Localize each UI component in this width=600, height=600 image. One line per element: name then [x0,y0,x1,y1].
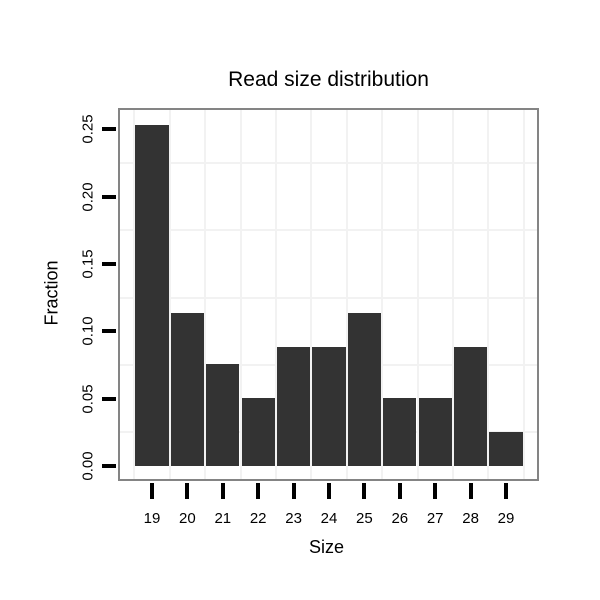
v-gridline [133,110,136,479]
x-tick-label: 22 [249,510,267,527]
x-tick [468,483,473,499]
x-tick [433,483,438,499]
x-tick-label: 23 [285,510,302,527]
x-tick-label: 27 [426,510,444,527]
y-tick [102,396,116,401]
v-gridline [381,110,384,479]
bar [418,398,452,466]
bar [383,398,417,466]
x-tick-label: 29 [497,510,515,527]
y-tick [102,194,116,199]
y-tick-label: 0.00 [79,451,97,481]
bar [312,347,346,466]
y-tick [102,464,116,468]
y-tick [102,127,116,132]
x-tick [220,483,225,499]
x-tick [291,483,296,499]
bar [170,313,205,466]
bar [135,125,169,466]
x-tick-label: 26 [391,510,409,527]
y-tick [102,329,116,334]
x-tick [327,483,331,499]
bar [453,347,488,466]
x-tick-label: 21 [214,510,232,527]
plot-panel [118,108,539,481]
v-gridline [345,110,348,479]
bar [206,364,240,466]
v-gridline [204,110,207,479]
bar [489,432,523,466]
x-tick-label: 20 [179,510,196,527]
v-gridline [416,110,419,479]
x-tick [362,483,367,499]
v-gridline [451,110,454,479]
bar [241,398,275,466]
chart-title: Read size distribution [228,68,429,91]
y-tick-label: 0.10 [79,316,97,346]
v-gridline [168,110,171,479]
x-tick-label: 25 [356,510,373,527]
v-gridline [239,110,242,479]
y-tick [102,261,116,266]
x-tick [256,483,261,499]
x-tick [185,483,190,499]
h-gridline [120,296,537,299]
v-gridline [487,110,490,479]
bar [347,313,382,466]
x-tick [397,483,402,499]
x-tick [150,483,154,499]
h-gridline [120,161,537,164]
x-tick-label: 24 [320,510,338,527]
bar [276,347,311,466]
x-axis-label: Size [308,537,344,557]
y-axis-label: Fraction [41,260,62,326]
v-gridline [274,110,277,479]
y-tick-label: 0.05 [79,384,97,414]
x-tick-label: 19 [143,510,161,527]
y-tick-label: 0.25 [79,114,97,144]
v-gridline [310,110,313,479]
h-gridline [120,229,537,232]
x-tick-label: 28 [462,510,479,527]
v-gridline [522,110,525,479]
y-tick-label: 0.20 [79,181,97,212]
y-tick-label: 0.15 [79,249,97,279]
bar-chart: Read size distribution 0.00 0.05 0.10 0.15 0… [42,68,539,557]
x-tick [504,483,508,499]
